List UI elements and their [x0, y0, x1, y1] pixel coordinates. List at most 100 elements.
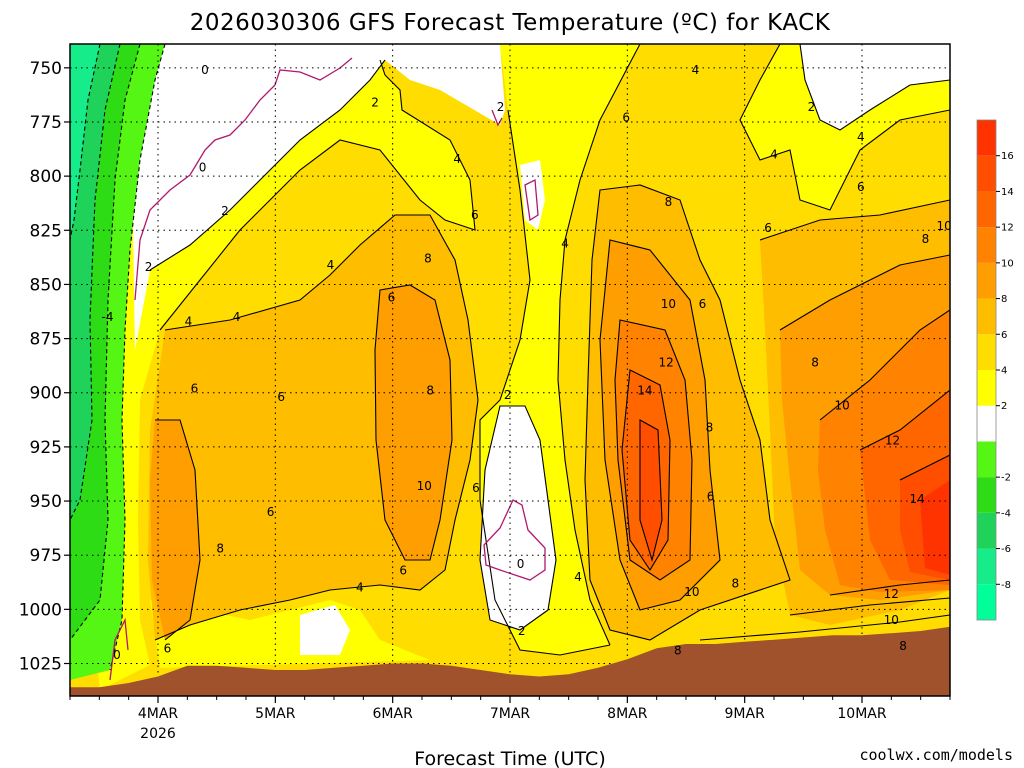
- colorbar-swatch-2: [977, 370, 996, 406]
- contour-label-23: 6: [388, 290, 396, 304]
- contour-label-3: 0: [517, 557, 525, 571]
- colorbar-tick-label-12: 12: [1001, 223, 1014, 234]
- contour-label-18: 4: [692, 63, 700, 77]
- x-tick-label-9mar: 9MAR: [725, 706, 766, 722]
- contour-label-52: 12: [884, 587, 899, 601]
- y-tick-label-850: 850: [30, 275, 62, 295]
- contour-label-11: 4: [327, 258, 335, 272]
- zero-contour-lower-left: [109, 617, 129, 681]
- contour-10-right: [819, 309, 950, 421]
- colorbar-tick-label-10: 10: [1001, 258, 1014, 269]
- contour-label-15: 4: [561, 236, 569, 250]
- contour-label-51: 12: [885, 433, 900, 447]
- zero-contour-small: [524, 178, 539, 222]
- colorbar-swatch-10: [977, 227, 996, 263]
- x-tick-label-7mar: 7MAR: [490, 706, 531, 722]
- contour-label-45: 10: [661, 297, 676, 311]
- colorbar-tick-label-6: 6: [1001, 330, 1007, 341]
- contour-label-34: 8: [216, 542, 224, 556]
- contour-label-20: 4: [857, 130, 865, 144]
- contour-label-48: 10: [884, 613, 899, 627]
- colorbar-tick-label--8: -8: [1001, 580, 1011, 591]
- colorbar-tick-label-16: 16: [1001, 151, 1014, 162]
- x-tick-label-4mar: 4MAR: [138, 706, 179, 722]
- contour-label-49: 10: [936, 219, 951, 233]
- contour-8-mid: [599, 239, 721, 611]
- freezing-contours: [109, 57, 546, 681]
- colorbar-tick-label-14: 14: [1001, 187, 1014, 198]
- contour-label-6: 2: [145, 260, 153, 274]
- contour-label-29: 6: [622, 111, 630, 125]
- colorbar-tick-label-8: 8: [1001, 294, 1007, 305]
- region-8-to-10-left: [150, 420, 200, 640]
- contour-label-0: 0: [201, 63, 209, 77]
- zero-contour-top-mid: [491, 109, 503, 127]
- colorbar-swatch-16: [977, 120, 996, 156]
- contour-8-right: [779, 254, 950, 331]
- contour-10-bottom-right: [789, 597, 950, 616]
- contour-label-30: 6: [699, 297, 707, 311]
- contour-label-38: 8: [706, 420, 714, 434]
- colorbar-swatch-14: [977, 155, 996, 192]
- contour-label-28: 6: [472, 481, 480, 495]
- contour-label-13: 4: [233, 310, 241, 324]
- contour-2-mid: [479, 405, 557, 631]
- region-cold-minus-8: [70, 44, 100, 240]
- y-axis: 750 775 800 825 850 875 900 925 950 975 1000 1025: [19, 59, 70, 675]
- contour-8-far-left: [155, 419, 201, 641]
- contour-label-27: 6: [399, 563, 407, 577]
- contour-label-42: 8: [899, 639, 907, 653]
- contour-label-16: 4: [574, 570, 582, 584]
- contour-label-17: 4: [356, 581, 364, 595]
- colorbar-swatch--8: [977, 548, 996, 585]
- colorbar-tick-label--2: -2: [1001, 473, 1011, 484]
- y-tick-label-750: 750: [30, 59, 62, 79]
- contour-label-12: 4: [185, 314, 193, 328]
- contour-label-7: 2: [497, 100, 505, 114]
- x-axis-label: Forecast Time (UTC): [414, 748, 605, 768]
- contour-label-55: 14: [909, 492, 924, 506]
- contour-2-right: [799, 44, 950, 131]
- contour-label-21: 6: [191, 381, 199, 395]
- colorbar-swatch-4: [977, 334, 996, 370]
- contour-4-mid: [479, 109, 611, 656]
- y-tick-label-775: 775: [30, 113, 62, 133]
- contour-minus-8: [70, 44, 101, 241]
- contour-label-24: 6: [471, 208, 479, 222]
- region-0-to-2-upper: [130, 44, 505, 350]
- contour-label-25: 6: [164, 641, 172, 655]
- plot-area: 0 0 0 0 2 2 2 2 2 2 2 4 4 4 4 4 4 4 4 4 4 6 6 6 6 6 6 6 6 6 6 6 6 6 8 8 8 8 8 8…: [70, 44, 966, 696]
- colorbar-swatch--10: [977, 584, 996, 620]
- y-tick-label-800: 800: [30, 167, 62, 187]
- region-0-to-2-mid: [480, 406, 556, 630]
- contour-label-54: 14: [637, 384, 652, 398]
- region-14-to-16: [640, 420, 662, 560]
- y-tick-label-1000: 1000: [19, 600, 62, 620]
- contour-14-right: [899, 454, 950, 481]
- chart-title: 2026030306 GFS Forecast Temperature (ºC)…: [190, 10, 831, 36]
- x-tick-label-8mar: 8MAR: [607, 706, 648, 722]
- contour-10-mid: [614, 319, 693, 581]
- contour-label-5: 2: [221, 204, 229, 218]
- x-tick-label-5mar: 5MAR: [255, 706, 296, 722]
- contour-label-43: 8: [922, 232, 930, 246]
- contour-label-22: 6: [277, 390, 285, 404]
- contour-label-31: 6: [707, 490, 715, 504]
- contour-label-1: 0: [113, 648, 121, 662]
- contour-12-right: [859, 389, 950, 451]
- contour-6-left: [154, 214, 479, 641]
- region-0-to-2-bottom-left: [300, 605, 350, 655]
- contour-14-mid: [639, 419, 663, 563]
- colorbar-swatch-6: [977, 298, 996, 335]
- colorbar-tick-label-4: 4: [1001, 366, 1007, 377]
- contour-label-57: -4: [102, 310, 114, 324]
- colorbar-tick-label--4: -4: [1001, 508, 1011, 519]
- zero-contour-mid: [483, 499, 546, 581]
- contour-label-56: 16: [951, 481, 966, 495]
- colorbar-tick-label-2: 2: [1001, 401, 1007, 412]
- x-axis: 4MAR 5MAR 6MAR 7MAR 8MAR 9MAR 10MAR: [69, 696, 951, 722]
- contour-label-35: 8: [424, 251, 432, 265]
- y-tick-label-1025: 1025: [19, 655, 62, 675]
- contour-lines: [70, 44, 950, 671]
